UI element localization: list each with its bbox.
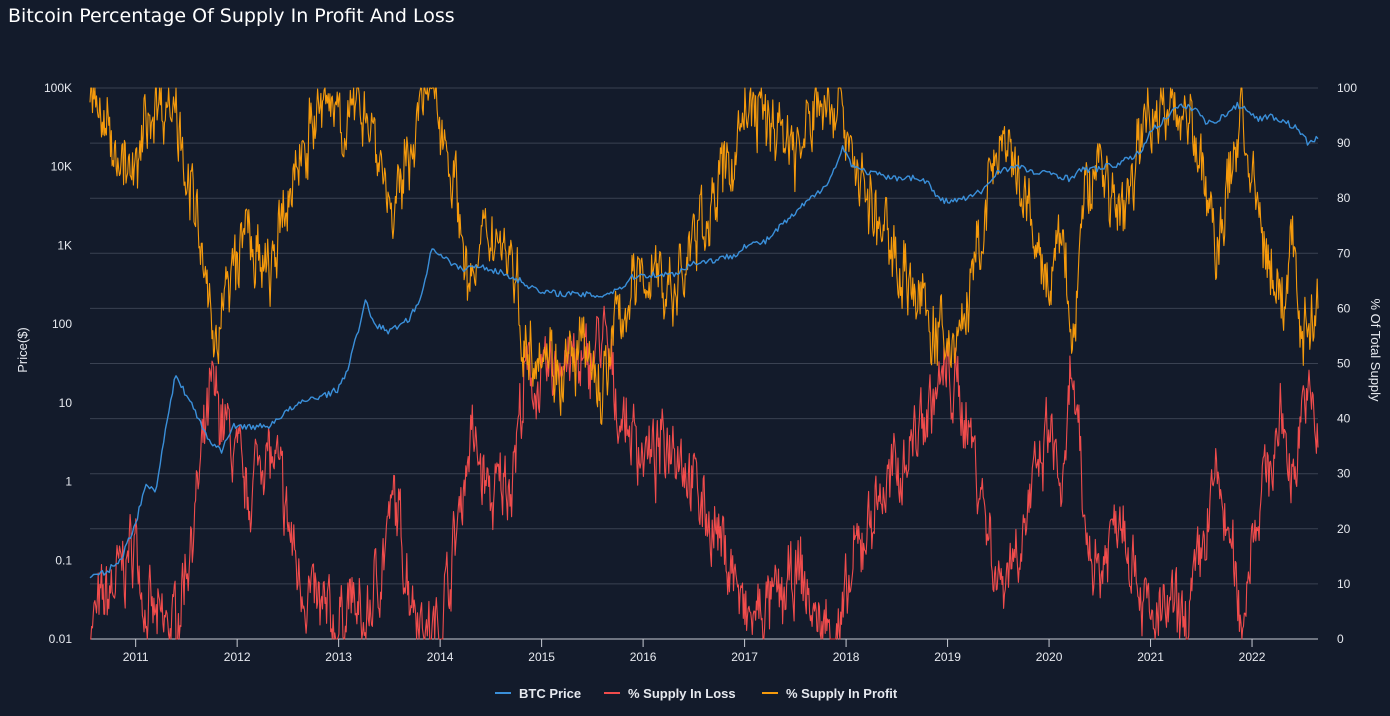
y-left-tick-label: 1K bbox=[57, 238, 72, 252]
y-right-tick-label: 30 bbox=[1337, 467, 1351, 481]
y-left-tick-label: 10 bbox=[59, 396, 73, 410]
x-tick-label: 2011 bbox=[123, 650, 149, 664]
x-tick-label: 2022 bbox=[1239, 650, 1266, 664]
series-line-supply-in-profit[interactable] bbox=[89, 87, 1319, 425]
y-right-tick-label: 20 bbox=[1337, 522, 1351, 536]
y-left-tick-label: 1 bbox=[65, 475, 72, 489]
x-tick-label: 2012 bbox=[224, 650, 251, 664]
y-right-tick-label: 0 bbox=[1337, 632, 1344, 646]
x-tick-label: 2016 bbox=[630, 650, 657, 664]
grid-lines bbox=[90, 87, 1318, 640]
legend-item-1[interactable]: % Supply In Loss bbox=[604, 686, 736, 701]
y-right-tick-label: 90 bbox=[1337, 136, 1351, 150]
y-right-tick-label: 80 bbox=[1337, 191, 1351, 205]
y-left-tick-label: 0.01 bbox=[49, 632, 73, 646]
x-tick-label: 2020 bbox=[1036, 650, 1063, 664]
y-left-tick-label: 100 bbox=[52, 317, 72, 331]
legend-item-2[interactable]: % Supply In Profit bbox=[762, 686, 898, 701]
legend-item-0[interactable]: BTC Price bbox=[495, 686, 581, 701]
x-tick-label: 2014 bbox=[427, 650, 454, 664]
series-layer bbox=[89, 87, 1319, 640]
y-left-tick-label: 10K bbox=[51, 160, 72, 174]
y-right-tick-label: 100 bbox=[1337, 81, 1357, 95]
x-tick-label: 2018 bbox=[833, 650, 860, 664]
legend-label: % Supply In Profit bbox=[786, 686, 898, 701]
y-left-tick-label: 0.1 bbox=[55, 553, 72, 567]
y-right-tick-label: 40 bbox=[1337, 412, 1351, 426]
y-axis-left-title: Price($) bbox=[15, 327, 30, 373]
x-tick-label: 2021 bbox=[1137, 650, 1164, 664]
series-line-btc-price[interactable] bbox=[89, 101, 1319, 579]
legend-label: % Supply In Loss bbox=[628, 686, 736, 701]
legend-label: BTC Price bbox=[519, 686, 581, 701]
series-line-supply-in-loss[interactable] bbox=[90, 305, 1319, 640]
x-tick-label: 2013 bbox=[325, 650, 352, 664]
legend: BTC Price % Supply In Loss % Supply In Pro… bbox=[495, 686, 898, 701]
x-tick-label: 2015 bbox=[528, 650, 555, 664]
y-right-tick-label: 70 bbox=[1337, 246, 1351, 260]
y-axis-right-title: % Of Total Supply bbox=[1368, 298, 1383, 402]
axes: 0 10 20 30 40 50 60 70 80 90 100 0.01 0.1 1 10 100 1K 10K… bbox=[44, 81, 1357, 664]
y-left-tick-label: 100K bbox=[44, 81, 72, 95]
x-tick-label: 2019 bbox=[934, 650, 961, 664]
y-right-tick-label: 60 bbox=[1337, 301, 1351, 315]
y-right-tick-label: 50 bbox=[1337, 357, 1351, 371]
x-tick-label: 2017 bbox=[731, 650, 758, 664]
y-right-tick-label: 10 bbox=[1337, 577, 1351, 591]
chart-title: Bitcoin Percentage Of Supply In Profit A… bbox=[8, 5, 455, 27]
